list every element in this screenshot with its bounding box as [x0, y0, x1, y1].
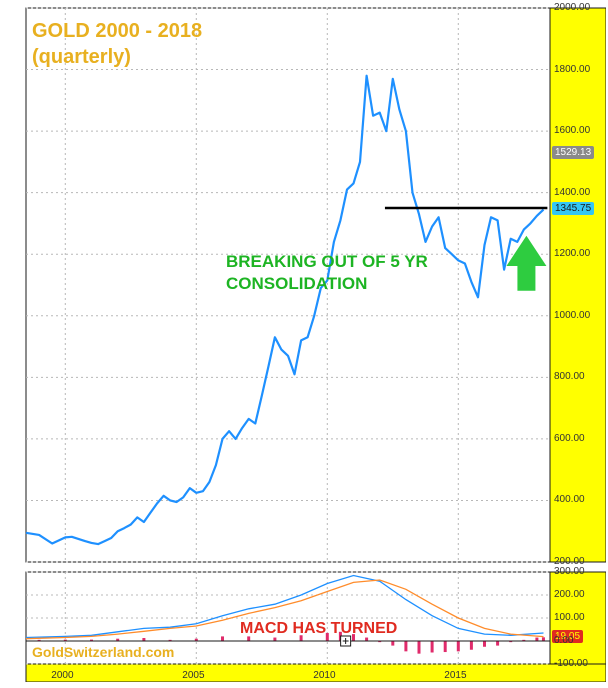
ytick-main: 1000.00 — [554, 310, 590, 321]
ytick-sub: 100.00 — [554, 612, 585, 623]
xtick: 2000 — [51, 670, 73, 681]
watermark: GoldSwitzerland.com — [32, 644, 174, 660]
chart-title-line2: (quarterly) — [32, 46, 131, 69]
chart-title-line1: GOLD 2000 - 2018 — [32, 20, 202, 43]
ytick-sub: -100.00 — [554, 658, 588, 669]
xtick: 2005 — [182, 670, 204, 681]
ytick-main: 1200.00 — [554, 248, 590, 259]
macd-annotation: MACD HAS TURNED — [240, 620, 397, 638]
price-tag-2: 1345.75 — [552, 202, 594, 215]
ytick-main: 600.00 — [554, 433, 585, 444]
ytick-main: 2000.00 — [554, 2, 590, 13]
chart-svg — [10, 4, 606, 682]
xtick: 2010 — [313, 670, 335, 681]
breakout-annotation-line2: CONSOLIDATION — [226, 274, 367, 294]
ytick-sub: 200.00 — [554, 589, 585, 600]
price-tag-1: 1529.13 — [552, 146, 594, 159]
ytick-main: 400.00 — [554, 494, 585, 505]
xtick: 2015 — [444, 670, 466, 681]
ytick-sub: 300.00 — [554, 566, 585, 577]
ytick-main: 1400.00 — [554, 187, 590, 198]
ytick-main: 800.00 — [554, 371, 585, 382]
ytick-main: 1600.00 — [554, 125, 590, 136]
ytick-main: 1800.00 — [554, 64, 590, 75]
breakout-annotation-line1: BREAKING OUT OF 5 YR — [226, 252, 428, 272]
ytick-sub: 0.00 — [554, 635, 573, 646]
chart-frame: GOLD 2000 - 2018 (quarterly) BREAKING OU… — [10, 4, 600, 682]
